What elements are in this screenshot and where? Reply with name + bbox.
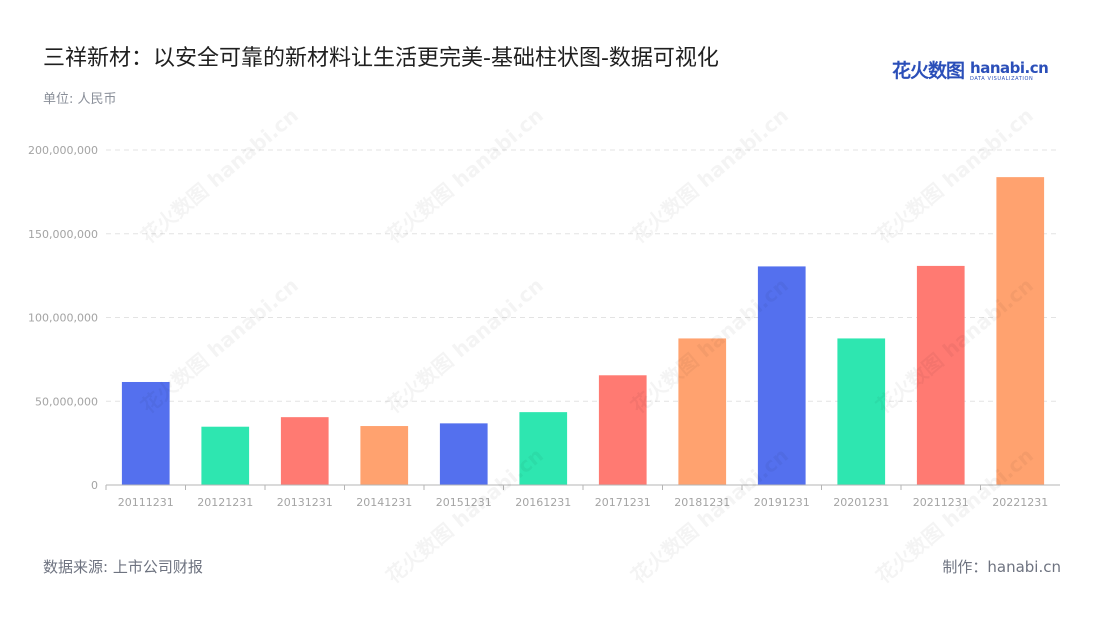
x-tick-label: 20181231 [674,496,730,509]
bar-20111231[interactable] [121,381,170,485]
logo-chinese-text: 花火数图 [892,60,965,82]
unit-label: 单位: 人民币 [43,92,117,107]
x-tick-label: 20151231 [436,496,492,509]
x-tick-label: 20131231 [277,496,333,509]
bar-20181231[interactable] [678,338,727,485]
x-tick-label: 20161231 [515,496,571,509]
chart-title: 三祥新材：以安全可靠的新材料让生活更完美-基础柱状图-数据可视化 [43,46,719,71]
bars [121,177,1045,485]
bar-20141231[interactable] [360,426,409,485]
bar-20131231[interactable] [280,417,329,485]
bar-20171231[interactable] [598,375,647,485]
bar-20201231[interactable] [837,338,886,485]
grid-lines [106,149,1060,402]
bar-20161231[interactable] [519,412,568,485]
logo-english-block: hanabi.cn DATA VISUALIZATION [970,59,1049,83]
y-tick-label: 150,000,000 [28,228,98,241]
bar-20211231[interactable] [916,265,965,485]
y-axis-ticks: 0 50,000,000 100,000,000 150,000,000 200,000… [28,144,98,492]
x-tick-label: 20111231 [118,496,174,509]
bar-20191231[interactable] [757,266,806,485]
x-tick-label: 20211231 [913,496,969,509]
y-tick-label: 200,000,000 [28,144,98,157]
x-tick-label: 20141231 [356,496,412,509]
x-tick-label: 20121231 [197,496,253,509]
data-source: 数据来源: 上市公司财报 [43,558,203,576]
bar-20121231[interactable] [201,426,250,485]
x-axis-ticks: 20111231 20121231 20131231 20141231 20151231… [105,485,1048,509]
bar-20151231[interactable] [439,423,488,485]
brand-logo: 花火数图 hanabi.cn DATA VISUALIZATION [892,59,1049,83]
y-tick-label: 0 [91,479,98,492]
x-tick-label: 20221231 [992,496,1048,509]
logo-english-text: hanabi.cn [970,59,1049,77]
credit-text: 制作：hanabi.cn [942,558,1061,576]
y-tick-label: 50,000,000 [35,395,98,408]
x-tick-label: 20171231 [595,496,651,509]
x-tick-label: 20191231 [754,496,810,509]
x-tick-label: 20201231 [833,496,889,509]
bar-20221231[interactable] [996,177,1045,485]
logo-tagline: DATA VISUALIZATION [970,76,1034,82]
y-tick-label: 100,000,000 [28,312,98,325]
